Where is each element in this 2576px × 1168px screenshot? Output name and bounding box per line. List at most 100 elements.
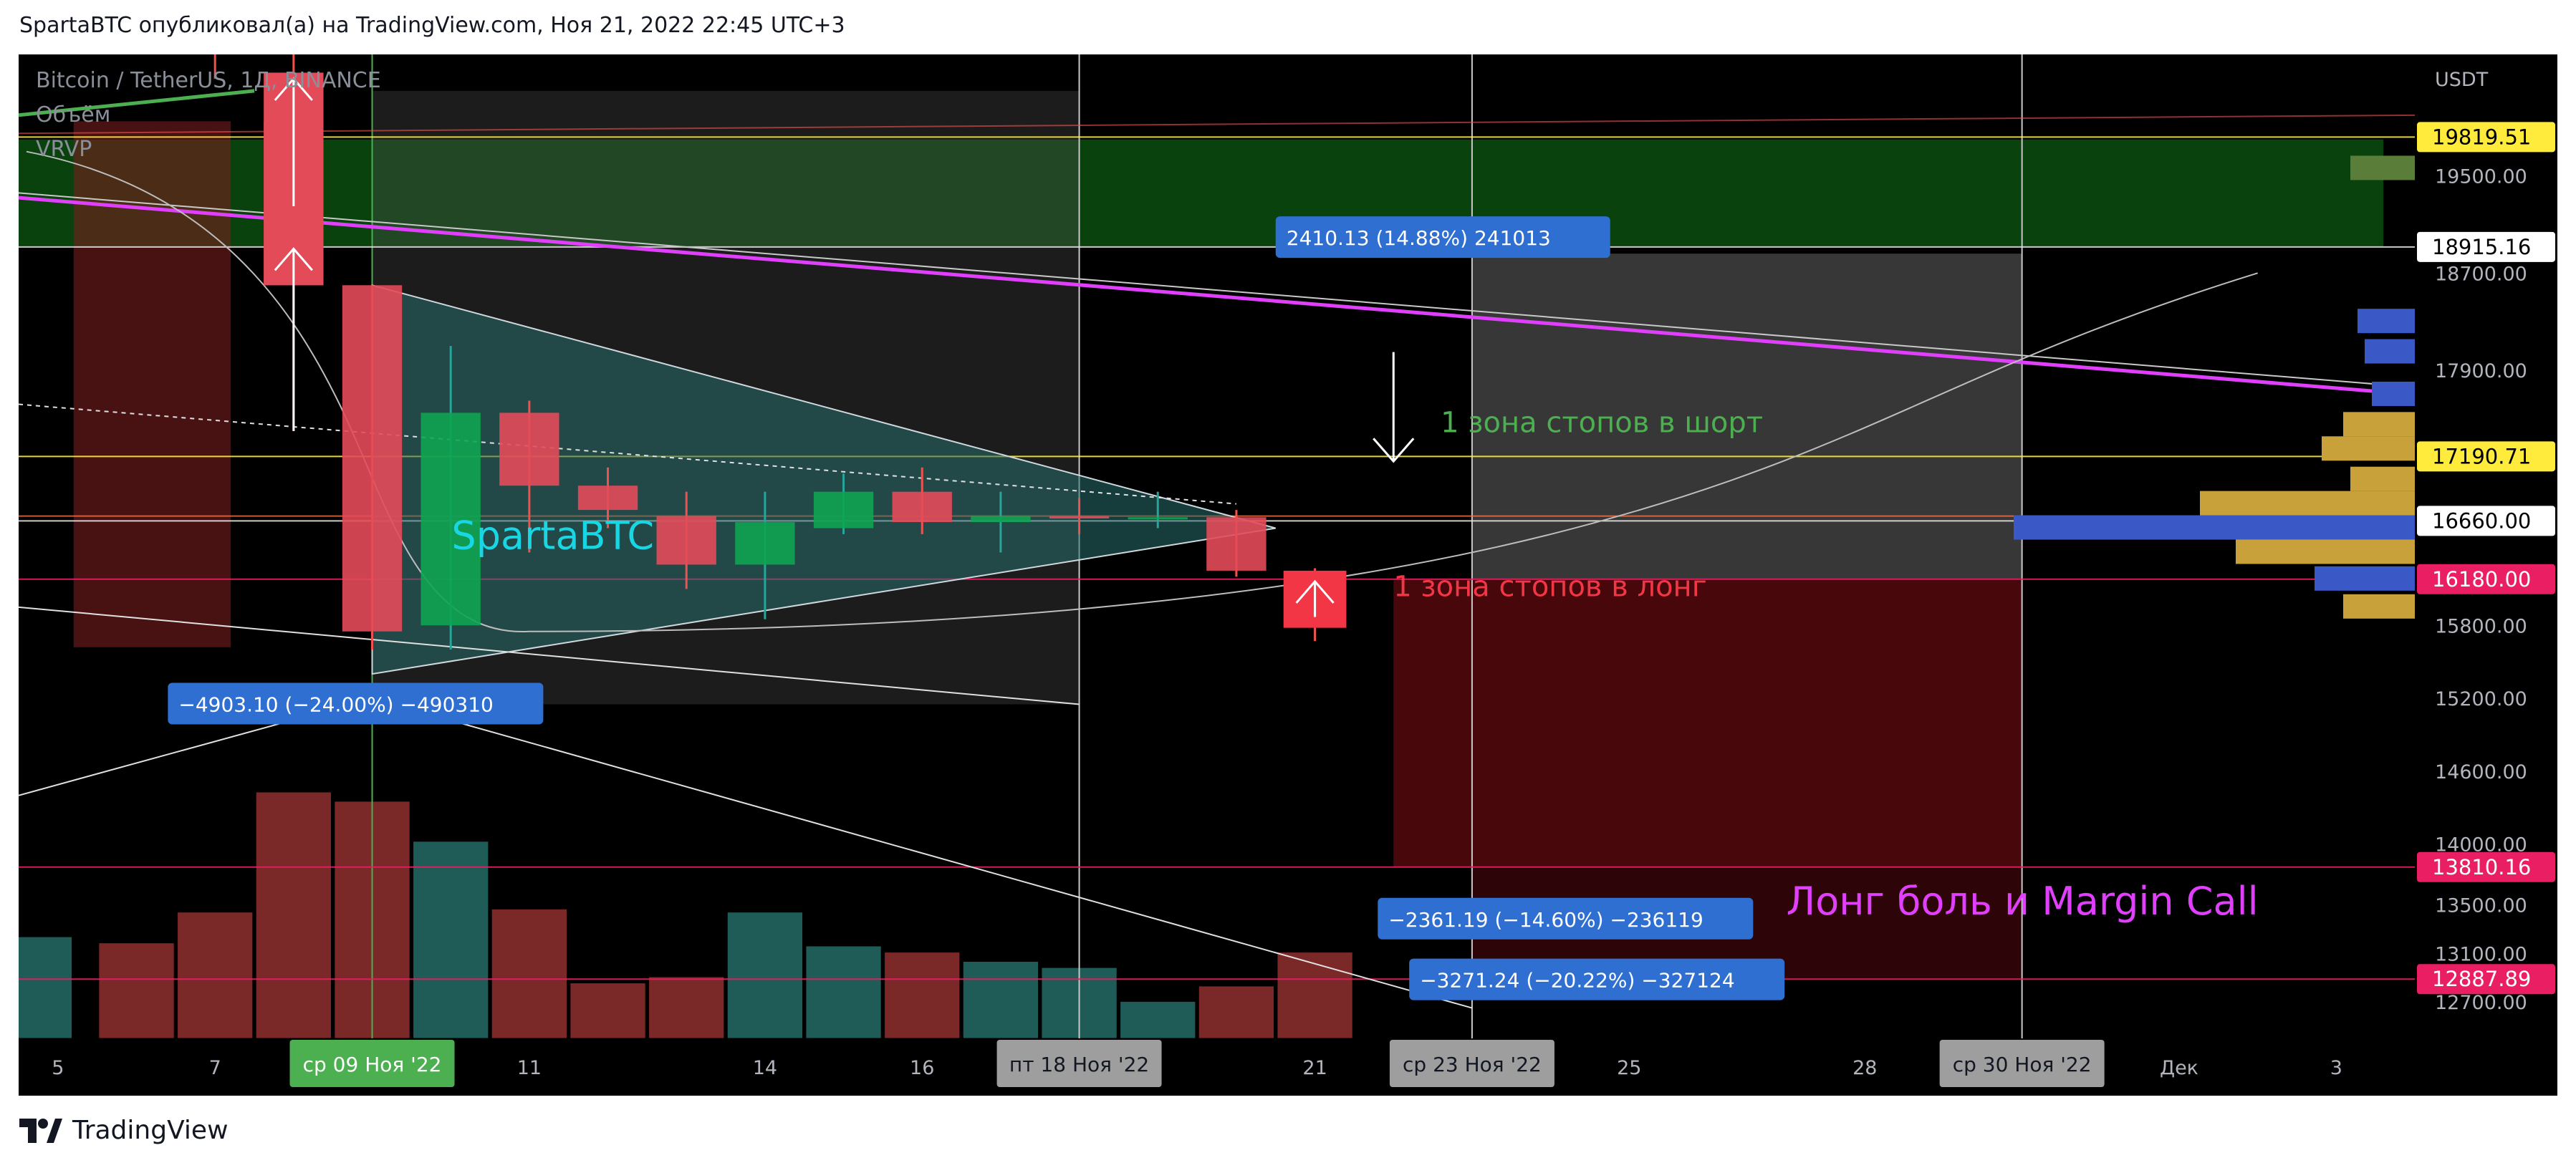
- price-axis[interactable]: USDT 19500.00 18700.00 17900.00 15800.00 1520…: [2415, 54, 2557, 1038]
- date-marker-badge: ср 23 Ноя '22: [1389, 1040, 1554, 1087]
- price-level-badge-text: 17190.71: [2432, 444, 2531, 468]
- candle-body: [813, 491, 874, 529]
- measure-label-text: −3271.24 (−20.22%) −327124: [1420, 969, 1734, 993]
- measure-label[interactable]: 2410.13 (14.88%) 241013: [1275, 216, 1610, 259]
- price-level-badge: 16660.00: [2417, 506, 2555, 536]
- date-marker-badge-bg: [289, 1040, 455, 1087]
- date-marker-badge-text: ср 30 Ноя '22: [1953, 1053, 2092, 1076]
- watermark-text: SpartaBTC: [451, 513, 654, 558]
- footer-branding: TradingView: [19, 1116, 229, 1145]
- price-level-badge: 17190.71: [2417, 441, 2555, 472]
- date-marker-badge: пт 18 Ноя '22: [996, 1040, 1162, 1087]
- price-level-badge-text: 16660.00: [2432, 508, 2531, 533]
- short-stop-zone: [1471, 254, 2022, 579]
- volume-profile-bar: [2315, 566, 2415, 591]
- volume-bar: [884, 952, 961, 1038]
- volume-bar: [726, 912, 804, 1038]
- volume-bar: [413, 841, 489, 1038]
- candle-body: [971, 516, 1031, 523]
- candle-body: [342, 285, 403, 632]
- price-level-badge-bg: [2417, 964, 2555, 995]
- up-arrow-icon: [274, 247, 313, 431]
- candle-body: [499, 412, 559, 486]
- price-tick-label: 19500.00: [2435, 166, 2527, 188]
- volume-bar: [648, 976, 725, 1038]
- volume-profile-bar: [2014, 515, 2415, 540]
- volume-bar: [962, 961, 1039, 1038]
- plot-area: SpartaBTC 1 зона стопов в шорт 1 зона стоп…: [19, 54, 2415, 1038]
- measure-label[interactable]: −2361.19 (−14.60%) −236119: [1378, 897, 1754, 940]
- measure-label-box: [1378, 897, 1754, 940]
- footer-brand: TradingView: [72, 1116, 229, 1145]
- down-arrow-icon: [1373, 352, 1415, 463]
- volume-bar: [1277, 952, 1353, 1038]
- date-tick-label: 14: [753, 1057, 777, 1079]
- volume-bar: [569, 983, 646, 1038]
- lower-trend-line: [19, 606, 1080, 705]
- annotation-text: 1 зона стопов в шорт: [1441, 407, 1763, 440]
- date-tick-label: 25: [1617, 1057, 1641, 1079]
- date-marker-badge-bg: [1389, 1040, 1554, 1087]
- volume-profile-bar: [2358, 309, 2415, 334]
- candle-body: [577, 486, 638, 511]
- volume-profile-bar: [2365, 339, 2415, 364]
- price-tick-label: 13500.00: [2435, 894, 2527, 917]
- left-drop-zone: [73, 121, 231, 647]
- price-tick-label: 13100.00: [2435, 943, 2527, 965]
- price-tick-label: 18700.00: [2435, 263, 2527, 285]
- volume-bar: [1198, 985, 1275, 1038]
- price-tick-label: 15800.00: [2435, 615, 2527, 637]
- price-level-badge-bg: [2417, 506, 2555, 536]
- dotted-trend-line: [19, 403, 1236, 505]
- measure-label[interactable]: −3271.24 (−20.22%) −327124: [1409, 958, 1785, 1000]
- date-tick-label: Дек: [2160, 1057, 2198, 1079]
- indicator-legend[interactable]: VRVP: [36, 137, 92, 162]
- lower-diagonal-line: [372, 698, 1473, 1009]
- price-chart[interactable]: SpartaBTC 1 зона стопов в шорт 1 зона стоп…: [19, 54, 2557, 1096]
- volume-bar: [1120, 1000, 1196, 1038]
- volume-bar: [19, 936, 73, 1038]
- price-level-badge-text: 18915.16: [2432, 235, 2531, 259]
- price-level-badge-bg: [2417, 231, 2555, 262]
- measure-label-box: [1409, 958, 1785, 1000]
- date-tick-label: 21: [1302, 1057, 1327, 1079]
- volume-bar: [255, 791, 332, 1038]
- price-tick-label: 12700.00: [2435, 992, 2527, 1014]
- price-level-badge: 19819.51: [2417, 122, 2555, 153]
- measure-label[interactable]: −4903.10 (−24.00%) −490310: [168, 682, 544, 725]
- date-marker-badge: ср 09 Ноя '22: [289, 1040, 455, 1087]
- price-level-badge-text: 19819.51: [2432, 125, 2531, 149]
- chart-header: SpartaBTC опубликовал(а) на TradingView.…: [19, 13, 845, 38]
- volume-bar: [98, 942, 175, 1038]
- green-trend-line: [19, 89, 255, 117]
- price-level-badge: 12887.89: [2417, 964, 2555, 995]
- grey-trend-line: [19, 192, 2415, 388]
- measure-label-text: 2410.13 (14.88%) 241013: [1287, 226, 1551, 250]
- volume-profile-bar: [2343, 594, 2415, 619]
- candle-body: [1128, 517, 1188, 520]
- measure-label-box: [1275, 216, 1610, 259]
- price-tick-label: 14600.00: [2435, 761, 2527, 783]
- candle-body: [735, 522, 795, 565]
- date-marker-badge: ср 30 Ноя '22: [1939, 1040, 2105, 1087]
- volume-profile-bar: [2236, 539, 2415, 564]
- measure-label-box: [168, 682, 544, 725]
- measure-label-text: −2361.19 (−14.60%) −236119: [1388, 908, 1703, 932]
- date-marker-badge-bg: [996, 1040, 1162, 1087]
- price-axis-bg: [2415, 54, 2557, 1038]
- date-axis[interactable]: 5 7 11 14 16 21 25 28 Дек 3 ср 09 Ноя '22 пт 18 Ноя…: [52, 1040, 2342, 1087]
- candle-body: [1206, 517, 1267, 571]
- moving-average-line: [26, 150, 2258, 632]
- indicator-legend[interactable]: Объём: [36, 102, 110, 127]
- price-level-badge: 18915.16: [2417, 231, 2555, 262]
- price-level-badge-text: 13810.16: [2432, 855, 2531, 879]
- up-arrow-icon: [274, 77, 313, 207]
- tradingview-logo-icon: [19, 1118, 62, 1143]
- symbol-legend[interactable]: Bitcoin / TetherUS, 1Д, BINANCE: [36, 68, 381, 93]
- annotation-text: Лонг боль и Margin Call: [1787, 879, 2259, 924]
- candle-body: [892, 491, 952, 523]
- price-tick-label: 17900.00: [2435, 360, 2527, 382]
- volume-bar: [177, 912, 254, 1038]
- price-level-badge-bg: [2417, 851, 2555, 882]
- volume-profile-bar: [2200, 491, 2415, 516]
